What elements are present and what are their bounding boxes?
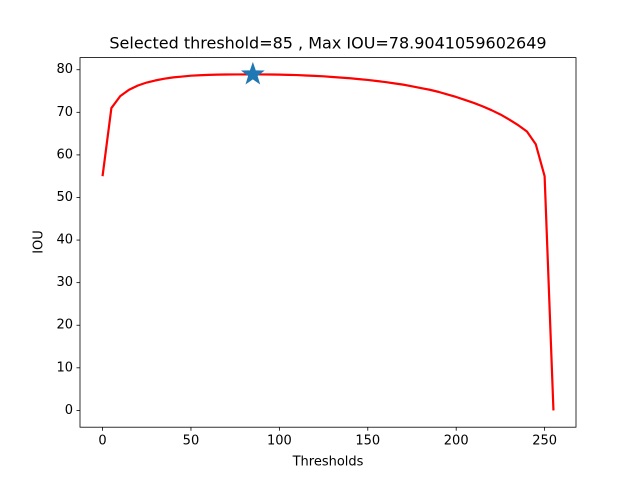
y-tick-label: 70 bbox=[56, 105, 73, 120]
x-tick-label: 100 bbox=[267, 434, 292, 449]
x-tick-label: 0 bbox=[98, 434, 106, 449]
x-tick-label: 200 bbox=[444, 434, 469, 449]
y-tick-label: 0 bbox=[65, 403, 73, 418]
y-tick-label: 30 bbox=[56, 275, 73, 290]
y-tick-label: 10 bbox=[56, 360, 73, 375]
y-tick-label: 20 bbox=[56, 318, 73, 333]
axes-frame bbox=[79, 57, 577, 428]
max-marker bbox=[240, 61, 265, 85]
x-tick-label: 150 bbox=[355, 434, 380, 449]
y-axis-label: IOU bbox=[32, 230, 47, 254]
data-line bbox=[101, 73, 555, 411]
x-tick-label: 50 bbox=[183, 434, 200, 449]
y-tick-label: 60 bbox=[56, 147, 73, 162]
y-tick-label: 50 bbox=[56, 190, 73, 205]
chart-title: Selected threshold=85 , Max IOU=78.90410… bbox=[109, 34, 546, 53]
x-tick-label: 250 bbox=[532, 434, 557, 449]
y-tick-label: 80 bbox=[56, 62, 73, 77]
x-axis-label: Thresholds bbox=[292, 455, 364, 470]
y-tick-label: 40 bbox=[56, 233, 73, 248]
